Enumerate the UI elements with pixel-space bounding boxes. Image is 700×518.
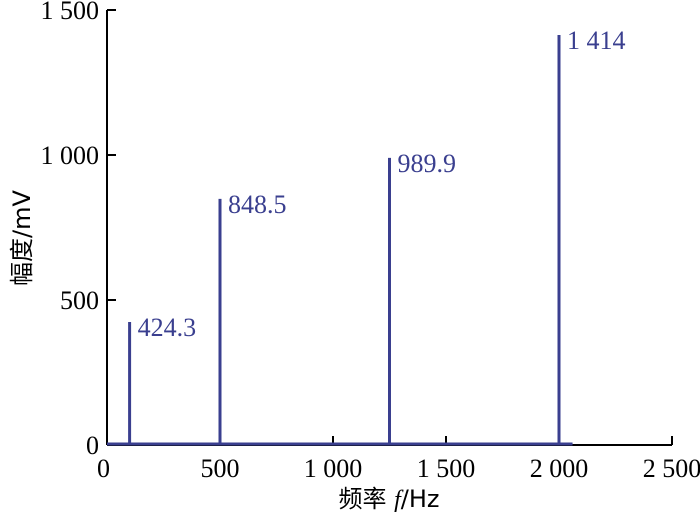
y-tick-label: 0 <box>86 431 99 460</box>
y-axis-title: 幅度/mV <box>8 189 36 285</box>
x-tick-label: 1 000 <box>304 454 363 483</box>
y-tick-label: 1 000 <box>41 141 100 170</box>
data-bars <box>107 34 573 446</box>
x-axis-title: 频率 f/Hz <box>338 485 439 513</box>
data-label: 1 414 <box>567 26 626 55</box>
y-ticks: 0 500 1 000 1 500 <box>41 0 116 460</box>
y-tick-label: 1 500 <box>41 0 100 25</box>
x-axis-title-unit: /Hz <box>401 485 440 513</box>
x-tick-label: 0 <box>97 454 110 483</box>
data-label: 989.9 <box>398 149 457 178</box>
y-tick-label: 500 <box>60 286 99 315</box>
x-tick-label: 1 500 <box>417 454 476 483</box>
data-labels: 424.3 848.5 989.9 1 414 <box>138 26 626 342</box>
x-tick-label: 2 500 <box>643 454 700 483</box>
x-axis-title-prefix: 频率 <box>338 485 394 513</box>
x-tick-label: 500 <box>201 454 240 483</box>
data-label: 848.5 <box>228 190 287 219</box>
x-axis-title-variable: f <box>394 487 404 513</box>
data-label: 424.3 <box>138 313 197 342</box>
x-tick-label: 2 000 <box>530 454 589 483</box>
